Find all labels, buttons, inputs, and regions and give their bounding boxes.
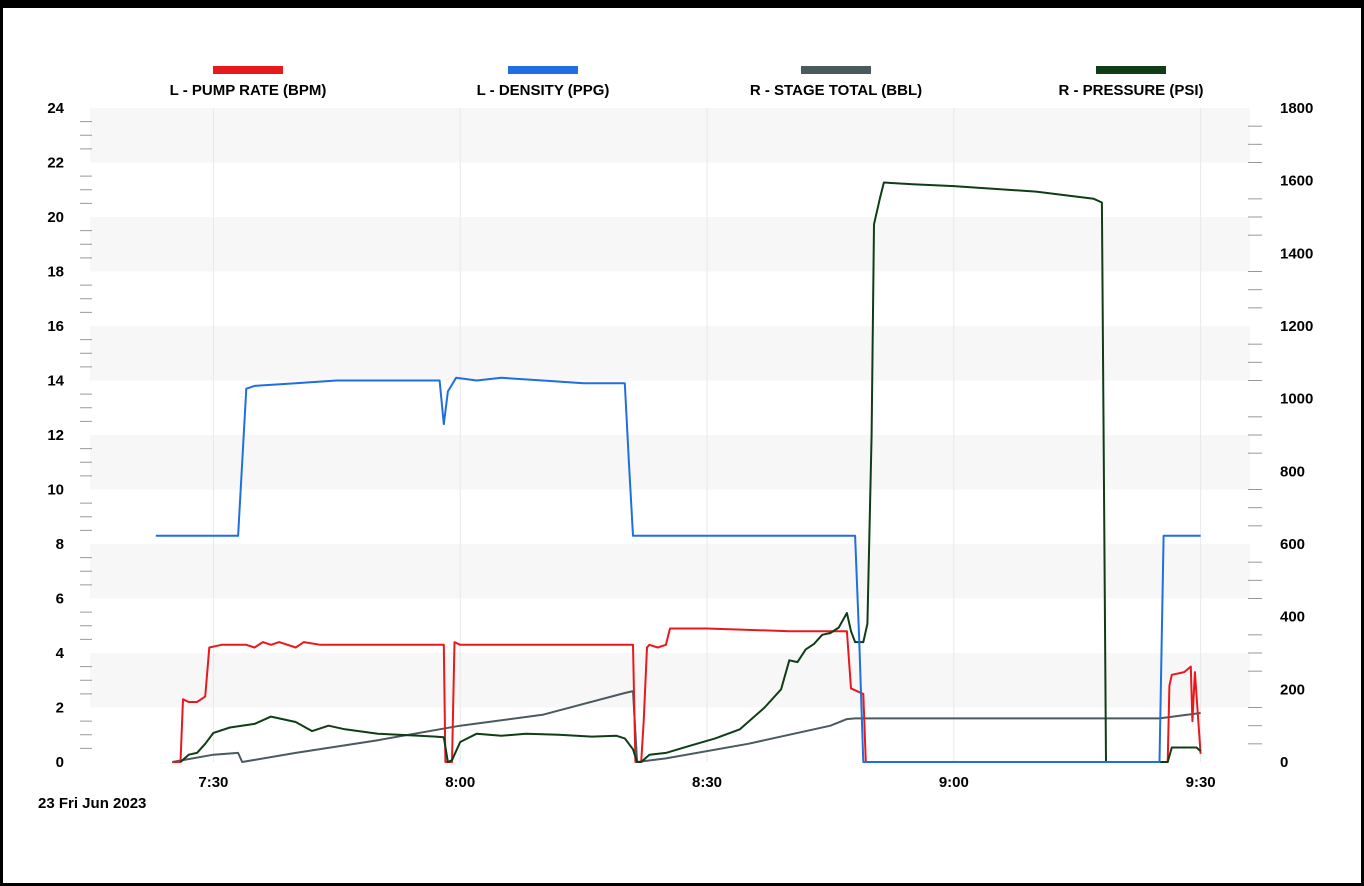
- legend-label: R - PRESSURE (PSI): [1058, 82, 1203, 99]
- left-tick-label: 8: [56, 536, 64, 553]
- right-tick-label: 1600: [1280, 173, 1313, 190]
- right-tick-label: 1800: [1280, 100, 1313, 117]
- legend: L - PUMP RATE (BPM) L - DENSITY (PPG) R - …: [170, 66, 1204, 99]
- legend-label: L - PUMP RATE (BPM): [170, 82, 327, 99]
- x-tick-label: 9:00: [939, 774, 969, 791]
- left-tick-label: 20: [47, 209, 64, 226]
- left-tick-label: 4: [56, 645, 65, 662]
- right-tick-label: 400: [1280, 609, 1305, 626]
- grid-band: [90, 544, 1250, 599]
- left-tick-label: 0: [56, 754, 64, 771]
- vertical-grid: [212, 108, 1202, 762]
- left-tick-label: 24: [47, 100, 64, 117]
- series-line-l-density-ppg: [155, 376, 1201, 763]
- grid-bands: [90, 108, 1250, 708]
- legend-swatch: [213, 66, 283, 74]
- x-tick-label: 8:00: [445, 774, 475, 791]
- left-tick-label: 10: [47, 482, 64, 499]
- left-tick-label: 2: [56, 700, 64, 717]
- legend-label: L - DENSITY (PPG): [477, 82, 610, 99]
- x-axis: 7:30 8:00 8:30 9:00 9:30: [198, 774, 1215, 791]
- grid-band: [90, 326, 1250, 381]
- series-line-r-pressure-psi: [179, 181, 1202, 763]
- right-tick-label: 600: [1280, 536, 1305, 553]
- x-tick-label: 7:30: [198, 774, 228, 791]
- grid-band: [90, 435, 1250, 490]
- right-axis: 0 200 400 600 800 1000 1200 1400 1600 1800: [1248, 100, 1313, 771]
- right-tick-label: 800: [1280, 463, 1305, 480]
- x-tick-label: 8:30: [692, 774, 722, 791]
- right-tick-label: 1200: [1280, 318, 1313, 335]
- grid-band: [90, 108, 1250, 163]
- x-tick-label: 9:30: [1186, 774, 1216, 791]
- series-layer: [155, 181, 1202, 763]
- left-tick-label: 6: [56, 591, 64, 608]
- left-tick-label: 12: [47, 427, 64, 444]
- left-tick-label: 22: [47, 155, 64, 172]
- left-tick-label: 14: [47, 373, 64, 390]
- legend-swatch: [508, 66, 578, 74]
- right-tick-label: 1000: [1280, 391, 1313, 408]
- right-tick-label: 1400: [1280, 245, 1313, 262]
- legend-label: R - STAGE TOTAL (BBL): [750, 82, 922, 99]
- left-tick-label: 16: [47, 318, 64, 335]
- grid-band: [90, 653, 1250, 708]
- left-tick-label: 18: [47, 264, 64, 281]
- date-label: 23 Fri Jun 2023: [38, 795, 146, 812]
- grid-band: [90, 217, 1250, 272]
- legend-swatch: [1096, 66, 1166, 74]
- legend-swatch: [801, 66, 871, 74]
- right-tick-label: 200: [1280, 681, 1305, 698]
- right-tick-label: 0: [1280, 754, 1288, 771]
